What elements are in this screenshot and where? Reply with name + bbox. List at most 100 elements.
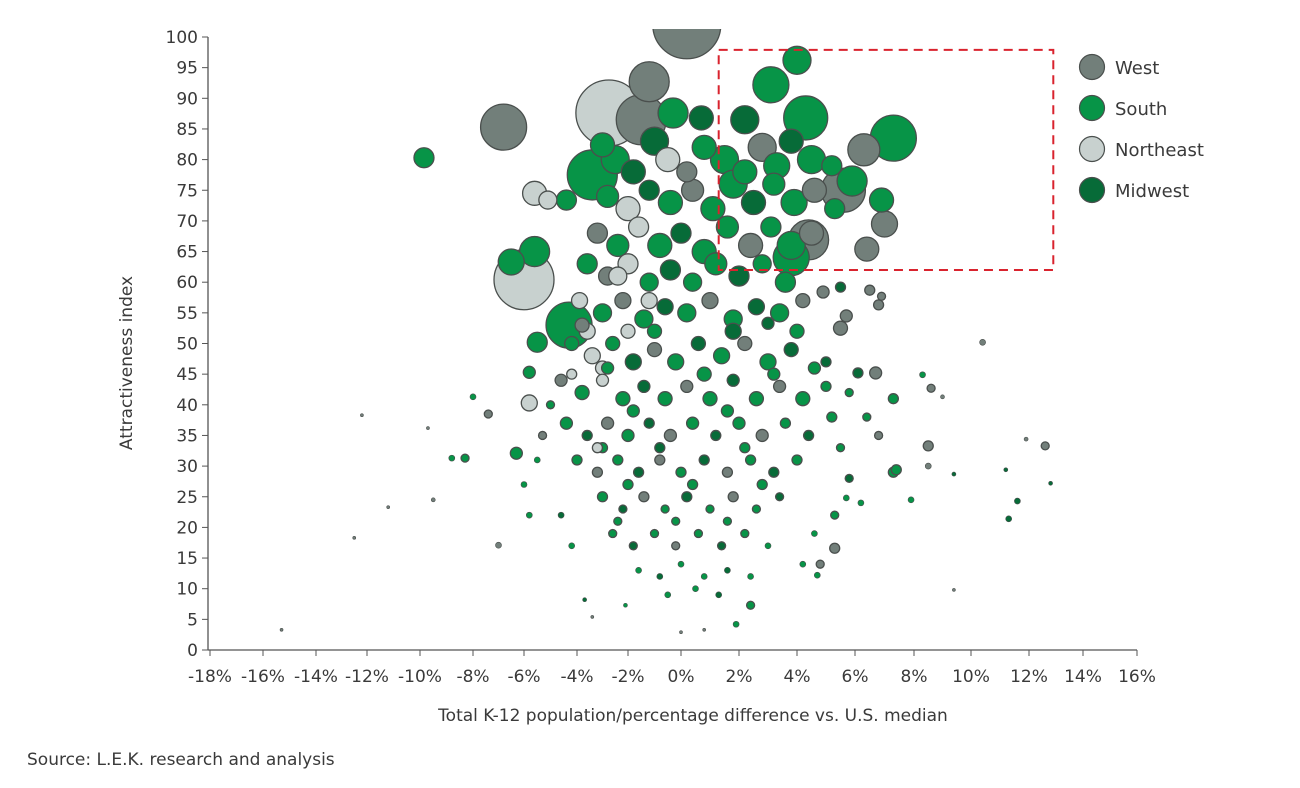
y-tick-label: 70 (176, 212, 198, 232)
axes (202, 36, 1138, 656)
bubble-west (586, 222, 609, 244)
bubble-south (677, 560, 685, 568)
bubble-south (890, 464, 902, 476)
y-tick-label: 50 (176, 335, 198, 355)
bubble-south (469, 393, 477, 401)
bubble-south (712, 347, 731, 365)
bubble-midwest (643, 417, 655, 429)
bubble-west (495, 541, 502, 549)
bubble-south (612, 454, 624, 466)
bubble-midwest (628, 541, 638, 551)
bubble-midwest (951, 471, 957, 477)
bubble-west (702, 627, 707, 632)
bubble-south (522, 365, 536, 379)
bubble-south (671, 516, 681, 526)
bubble-west (870, 210, 899, 238)
y-tick-label: 55 (176, 304, 198, 324)
bubble-south (732, 159, 758, 185)
x-tick-label: 16% (1118, 667, 1156, 687)
bubble-south (780, 188, 808, 217)
bubble-south (533, 456, 541, 464)
bubble-midwest (639, 126, 670, 156)
bubble-south (830, 510, 840, 520)
bubble-south (868, 187, 895, 213)
bubble-south (639, 272, 659, 292)
legend-swatch (1078, 135, 1106, 163)
bubble-south (595, 184, 620, 209)
bubble-south (813, 571, 821, 579)
bubble-west (737, 335, 753, 352)
bubble-south (606, 233, 630, 258)
bubble-west (554, 373, 568, 387)
bubble-midwest (820, 356, 832, 368)
bubble-west (940, 394, 945, 400)
bubble-west (574, 317, 590, 333)
bubble-south (685, 416, 700, 430)
x-tick-label: -14% (294, 667, 338, 687)
bubble-south (764, 542, 772, 550)
y-tick-label: 65 (176, 243, 198, 263)
bubble-south (675, 466, 687, 478)
bubble-west (663, 428, 678, 443)
bubble-midwest (716, 541, 727, 551)
bubble-west (676, 161, 698, 183)
bubble-south (568, 542, 576, 550)
bubble-west (926, 383, 936, 393)
bubble-west (628, 61, 670, 103)
bubble-south (413, 147, 435, 169)
bubble-south (739, 442, 751, 454)
bubble-west (876, 291, 887, 301)
bubble-south (745, 600, 756, 610)
bubble-south (783, 95, 829, 141)
bubble-midwest (681, 491, 693, 503)
legend: West South Northeast Midwest (1078, 53, 1204, 204)
bubble-west (922, 440, 934, 452)
bubble-south (646, 323, 663, 339)
bubble-south (682, 272, 703, 292)
legend-label: Midwest (1115, 181, 1189, 202)
x-tick-label: 4% (784, 667, 811, 687)
bubble-south (748, 391, 765, 407)
bubble-south (744, 454, 757, 466)
bubble-south (657, 189, 684, 216)
bubble-south (559, 416, 574, 430)
bubble-south (776, 230, 806, 261)
x-tick-label: 14% (1064, 667, 1102, 687)
bubble-south (842, 494, 850, 502)
x-tick-label: 6% (842, 667, 869, 687)
x-tick-label: -8% (456, 667, 489, 687)
y-tick-label: 5 (187, 610, 198, 630)
bubble-south (747, 573, 754, 580)
bubble-midwest (1048, 480, 1053, 486)
bubble-west (869, 366, 883, 380)
highlight-box (717, 48, 1055, 271)
bubble-midwest (802, 429, 815, 442)
y-tick-label: 90 (176, 89, 198, 109)
bubble-west (854, 236, 880, 262)
bubble-south (774, 271, 797, 293)
data-points (279, 29, 1053, 635)
bubble-south (732, 416, 746, 430)
x-tick-label: 8% (901, 667, 928, 687)
y-tick-label: 75 (176, 181, 198, 201)
bubble-south (796, 144, 827, 175)
bubble-south (657, 97, 689, 129)
legend-item-northeast: Northeast (1078, 135, 1204, 163)
bubble-south (824, 197, 846, 220)
bubble-northeast (655, 146, 681, 173)
bubble-south (497, 248, 525, 276)
bubble-south (919, 371, 926, 379)
bubble-west (614, 291, 632, 310)
bubble-west (430, 497, 436, 503)
bubble-midwest (740, 189, 767, 216)
bubble-west (772, 379, 787, 394)
x-tick-label: -2% (611, 667, 644, 687)
bubble-northeast (615, 195, 641, 222)
bubble-west (279, 627, 284, 632)
y-tick-label: 45 (176, 365, 198, 385)
y-tick-label: 80 (176, 151, 198, 171)
bubble-south (907, 496, 915, 504)
bubble-west (924, 462, 932, 470)
bubble-midwest (844, 473, 854, 484)
